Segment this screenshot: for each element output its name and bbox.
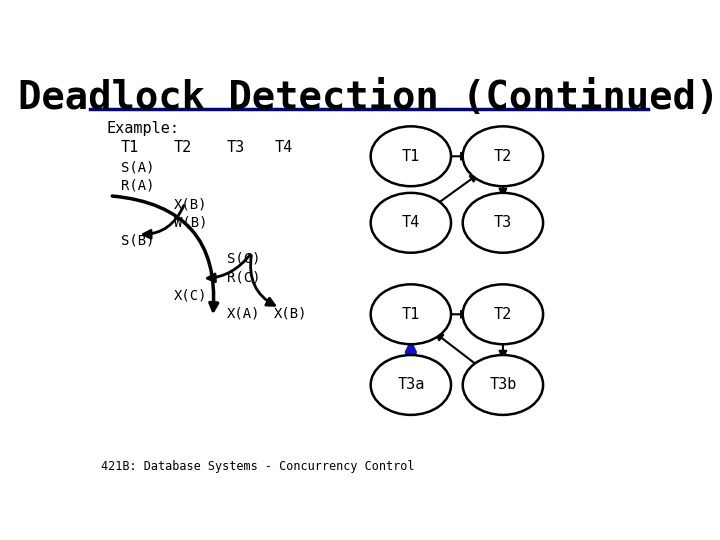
- Ellipse shape: [463, 126, 543, 186]
- Ellipse shape: [463, 285, 543, 344]
- Text: Deadlock Detection (Continued): Deadlock Detection (Continued): [19, 79, 719, 117]
- Text: S(A): S(A): [121, 160, 154, 174]
- Text: T4: T4: [402, 215, 420, 230]
- Text: X(C): X(C): [174, 288, 207, 302]
- Ellipse shape: [371, 285, 451, 344]
- Text: T1: T1: [402, 307, 420, 322]
- Text: T1: T1: [402, 149, 420, 164]
- Text: 421B: Database Systems - Concurrency Control: 421B: Database Systems - Concurrency Con…: [101, 460, 415, 473]
- Text: X(B): X(B): [174, 197, 207, 211]
- FancyArrowPatch shape: [500, 340, 506, 357]
- Text: T3a: T3a: [397, 377, 425, 393]
- Text: Example:: Example:: [107, 121, 180, 136]
- Text: R(A): R(A): [121, 179, 154, 193]
- Text: T3: T3: [494, 215, 512, 230]
- FancyArrowPatch shape: [207, 254, 250, 282]
- Text: T4: T4: [274, 140, 292, 154]
- FancyArrowPatch shape: [444, 311, 468, 318]
- FancyArrowPatch shape: [444, 153, 468, 160]
- Text: S(B): S(B): [121, 234, 154, 248]
- Text: R(C): R(C): [227, 270, 260, 284]
- Text: S(C): S(C): [227, 252, 260, 266]
- Ellipse shape: [463, 355, 543, 415]
- Ellipse shape: [371, 126, 451, 186]
- FancyArrowPatch shape: [143, 205, 184, 238]
- Text: T3: T3: [227, 140, 245, 154]
- Text: X(A): X(A): [227, 307, 260, 321]
- Text: X(B): X(B): [274, 307, 307, 321]
- FancyArrowPatch shape: [112, 196, 217, 310]
- FancyArrowPatch shape: [408, 346, 414, 360]
- Ellipse shape: [463, 193, 543, 253]
- FancyArrowPatch shape: [500, 181, 506, 195]
- Text: T2: T2: [494, 149, 512, 164]
- Text: T2: T2: [494, 307, 512, 322]
- Text: T3b: T3b: [489, 377, 517, 393]
- FancyArrowPatch shape: [436, 334, 480, 367]
- Text: W(B): W(B): [174, 215, 207, 230]
- FancyArrowPatch shape: [435, 175, 477, 206]
- Ellipse shape: [371, 355, 451, 415]
- Text: T1: T1: [121, 140, 139, 154]
- Text: T2: T2: [174, 140, 192, 154]
- Ellipse shape: [371, 193, 451, 253]
- FancyArrowPatch shape: [251, 255, 274, 305]
